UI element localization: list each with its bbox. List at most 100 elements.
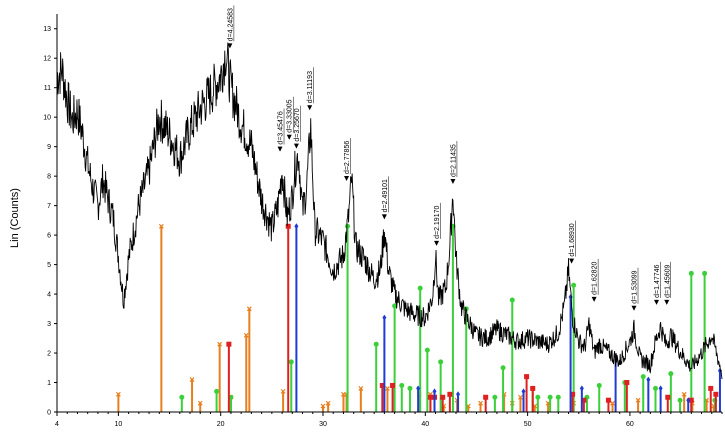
reference-marker	[427, 394, 433, 400]
reference-marker	[665, 394, 671, 400]
x-tick-label: 50	[524, 421, 532, 428]
reference-marker	[226, 341, 232, 347]
peak-d-label: d=4.24583	[227, 8, 234, 41]
reference-marker	[681, 391, 687, 397]
y-tick-label: 10	[43, 115, 51, 122]
reference-marker	[518, 394, 523, 400]
reference-marker	[416, 385, 421, 392]
peak-arrow	[654, 299, 660, 305]
peak-d-label: d=3.33005	[287, 99, 294, 132]
reference-marker	[547, 394, 553, 400]
reference-marker	[596, 382, 602, 388]
y-tick-label: 3	[47, 321, 51, 328]
peak-arrow	[344, 176, 350, 182]
y-tick-label: 7	[47, 203, 51, 210]
profile-line	[56, 42, 723, 380]
reference-marker	[708, 385, 714, 391]
y-tick-label: 11	[44, 85, 51, 92]
y-tick-label: 4	[47, 292, 51, 299]
reference-marker	[217, 341, 223, 347]
reference-marker	[382, 314, 387, 321]
peak-d-label: d=3.45476	[278, 111, 285, 144]
reference-marker	[385, 385, 390, 391]
reference-marker	[509, 297, 515, 303]
reference-marker	[456, 391, 461, 398]
reference-marker	[189, 377, 195, 382]
peak-arrow	[434, 240, 440, 246]
y-tick-label: 2	[47, 351, 51, 358]
reference-marker	[294, 223, 299, 230]
reference-marker	[605, 397, 611, 403]
reference-marker	[568, 294, 573, 301]
reference-marker	[492, 394, 498, 400]
x-tick-label: 60	[626, 421, 634, 428]
peak-d-label: d=1.45609	[664, 264, 671, 297]
peak-arrow	[277, 146, 283, 152]
reference-marker	[635, 397, 641, 403]
reference-marker	[399, 382, 405, 388]
peak-d-label: d=2.49101	[382, 179, 389, 212]
peak-arrow	[307, 105, 313, 111]
reference-marker	[407, 385, 413, 391]
peak-arrow	[569, 258, 575, 264]
reference-marker	[581, 397, 587, 403]
reference-marker	[610, 400, 615, 406]
reference-marker	[438, 359, 444, 365]
reference-marker	[345, 223, 351, 229]
reference-marker	[500, 365, 506, 371]
peak-d-label: d=2.11435	[450, 144, 457, 177]
y-tick-label: 6	[47, 233, 51, 240]
reference-marker	[115, 391, 121, 397]
y-tick-label: 0	[47, 410, 51, 417]
reference-marker	[197, 400, 203, 406]
peak-d-label: d=1.68930	[569, 223, 576, 256]
reference-marker	[653, 385, 658, 391]
reference-marker	[432, 388, 437, 395]
reference-marker	[158, 223, 164, 229]
x-tick-label: 10	[114, 421, 122, 428]
y-tick-label: 5	[47, 262, 51, 269]
peak-d-label: d=1.47746	[654, 264, 661, 297]
reference-marker	[373, 341, 379, 347]
y-axis-label: Lin (Counts)	[9, 188, 21, 248]
reference-marker	[424, 347, 430, 353]
x-tick-label: 30	[319, 421, 327, 428]
reference-marker	[440, 394, 446, 400]
peak-d-label: d=2.77856	[344, 141, 351, 174]
reference-marker	[524, 374, 530, 380]
reference-marker	[668, 371, 674, 377]
reference-marker	[379, 382, 385, 388]
peak-arrow	[293, 143, 299, 149]
peak-d-label: d=3.11193	[307, 71, 314, 103]
peak-d-label: d=3.25670	[294, 108, 301, 141]
reference-marker	[646, 376, 651, 383]
peak-labels: d=4.24583 d=3.45476 d=3.33005 d=3.25670 d=3.…	[227, 5, 671, 311]
reference-marker	[702, 270, 708, 276]
reference-marker	[214, 388, 220, 394]
reference-marker	[447, 391, 453, 397]
reference-marker	[243, 332, 249, 338]
peak-arrow	[227, 43, 233, 49]
reference-marker	[624, 380, 630, 386]
reference-marker	[571, 282, 577, 288]
reference-marker	[677, 397, 683, 403]
x-tick-label: 20	[217, 421, 225, 428]
reference-marker	[688, 397, 694, 403]
x-tick-label: 4	[55, 421, 59, 428]
x-tick-label: 40	[421, 421, 429, 428]
y-tick-label: 9	[47, 144, 51, 151]
peak-d-label: d=1.53099	[632, 270, 639, 303]
reference-marker	[285, 223, 291, 229]
peak-arrow	[631, 305, 637, 311]
reference-marker	[521, 388, 526, 395]
y-tick-label: 8	[47, 174, 51, 181]
reference-marker	[579, 385, 584, 392]
peak-d-label: d=2.19170	[434, 206, 441, 239]
peak-arrow	[591, 296, 597, 302]
reference-marker	[688, 270, 694, 276]
reference-marker	[658, 385, 663, 392]
reference-marker	[640, 374, 646, 380]
reference-marker	[713, 391, 719, 397]
